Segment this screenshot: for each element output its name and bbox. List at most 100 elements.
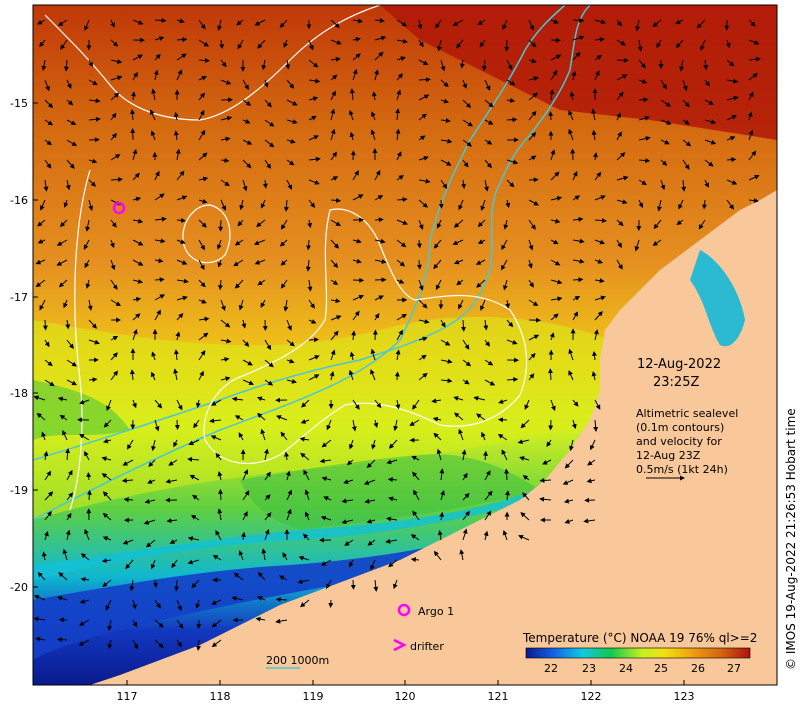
velocity-arrow bbox=[110, 352, 118, 361]
velocity-arrow bbox=[79, 598, 90, 604]
velocity-arrow bbox=[264, 379, 274, 386]
velocity-arrow bbox=[550, 218, 561, 224]
velocity-arrow bbox=[635, 19, 641, 32]
velocity-arrow bbox=[176, 295, 188, 301]
velocity-arrow bbox=[484, 139, 493, 145]
velocity-arrow bbox=[438, 199, 444, 209]
velocity-arrow bbox=[286, 138, 296, 144]
colorbar-tick: 27 bbox=[727, 662, 741, 675]
velocity-arrow bbox=[418, 59, 429, 65]
velocity-arrow bbox=[352, 53, 361, 61]
velocity-arrow bbox=[132, 619, 138, 628]
velocity-arrow bbox=[396, 19, 408, 27]
velocity-arrow bbox=[550, 279, 563, 285]
velocity-arrow bbox=[44, 139, 53, 146]
velocity-arrow bbox=[374, 295, 384, 301]
lon-tick-label: 123 bbox=[674, 690, 695, 703]
velocity-arrow bbox=[572, 17, 585, 23]
velocity-arrow bbox=[462, 379, 470, 385]
velocity-arrow bbox=[484, 359, 494, 366]
velocity-arrow bbox=[453, 219, 464, 228]
velocity-arrow bbox=[572, 238, 585, 244]
velocity-arrow bbox=[528, 239, 534, 251]
velocity-arrow bbox=[748, 174, 760, 181]
velocity-arrow bbox=[748, 19, 756, 27]
velocity-arrow bbox=[242, 469, 249, 481]
velocity-arrow bbox=[188, 439, 200, 446]
velocity-arrow bbox=[286, 508, 292, 521]
velocity-arrow bbox=[238, 432, 244, 441]
velocity-arrow bbox=[122, 459, 134, 466]
velocity-arrow bbox=[305, 259, 311, 272]
velocity-arrow bbox=[176, 53, 187, 61]
velocity-arrow bbox=[217, 259, 223, 268]
velocity-arrow bbox=[84, 528, 90, 541]
velocity-arrow bbox=[308, 299, 315, 309]
velocity-arrow bbox=[242, 159, 252, 169]
velocity-arrow bbox=[150, 371, 156, 381]
velocity-arrow bbox=[616, 39, 626, 46]
velocity-arrow bbox=[484, 119, 494, 125]
velocity-arrow bbox=[35, 259, 46, 265]
velocity-arrow bbox=[367, 539, 376, 546]
velocity-arrow bbox=[462, 139, 473, 147]
velocity-arrow bbox=[461, 179, 467, 189]
velocity-arrow bbox=[101, 473, 112, 481]
velocity-arrow bbox=[678, 199, 684, 210]
velocity-arrow bbox=[65, 448, 71, 461]
velocity-arrow bbox=[440, 319, 446, 328]
velocity-arrow bbox=[395, 128, 401, 141]
velocity-arrow bbox=[260, 299, 266, 308]
velocity-arrow bbox=[234, 415, 244, 421]
velocity-arrow bbox=[107, 619, 113, 632]
velocity-arrow bbox=[66, 512, 72, 521]
velocity-arrow bbox=[571, 419, 577, 430]
velocity-arrow bbox=[126, 439, 134, 450]
velocity-arrow bbox=[477, 239, 486, 244]
velocity-arrow bbox=[682, 159, 690, 170]
argo-float-marker[interactable] bbox=[112, 201, 126, 215]
velocity-arrow bbox=[352, 399, 360, 410]
velocity-arrow bbox=[477, 19, 486, 26]
velocity-arrow bbox=[572, 399, 579, 407]
velocity-arrow bbox=[477, 219, 486, 228]
velocity-arrow bbox=[505, 299, 511, 309]
velocity-arrow bbox=[374, 51, 384, 61]
velocity-arrow bbox=[174, 419, 180, 430]
velocity-arrow bbox=[572, 195, 581, 201]
velocity-arrow bbox=[87, 299, 93, 311]
velocity-arrow bbox=[550, 69, 558, 81]
velocity-arrow bbox=[505, 490, 510, 501]
velocity-arrow bbox=[285, 470, 291, 481]
velocity-arrow bbox=[44, 511, 52, 521]
velocity-arrow bbox=[110, 219, 117, 228]
velocity-arrow bbox=[594, 399, 601, 410]
velocity-arrow bbox=[257, 39, 266, 49]
velocity-arrow bbox=[304, 511, 310, 521]
velocity-arrow bbox=[352, 294, 365, 301]
velocity-arrow bbox=[330, 56, 341, 62]
velocity-arrow bbox=[231, 596, 244, 601]
velocity-arrow bbox=[704, 139, 717, 145]
velocity-arrow bbox=[453, 259, 464, 265]
velocity-arrow bbox=[242, 359, 253, 366]
velocity-arrow bbox=[63, 299, 68, 309]
velocity-vector-field bbox=[33, 17, 761, 651]
velocity-arrow bbox=[418, 94, 430, 101]
velocity-arrow bbox=[502, 19, 508, 31]
velocity-arrow bbox=[726, 157, 737, 163]
velocity-arrow bbox=[498, 399, 508, 404]
velocity-arrow bbox=[79, 433, 90, 441]
velocity-arrow bbox=[264, 359, 274, 368]
velocity-arrow bbox=[330, 349, 336, 361]
velocity-arrow bbox=[297, 579, 310, 585]
velocity-arrow bbox=[198, 332, 209, 341]
velocity-arrow bbox=[330, 74, 338, 81]
velocity-arrow bbox=[253, 239, 266, 245]
velocity-arrow bbox=[216, 239, 222, 250]
velocity-arrow bbox=[154, 399, 163, 409]
velocity-arrow bbox=[562, 479, 574, 485]
velocity-arrow bbox=[198, 298, 207, 304]
velocity-arrow bbox=[234, 239, 244, 246]
